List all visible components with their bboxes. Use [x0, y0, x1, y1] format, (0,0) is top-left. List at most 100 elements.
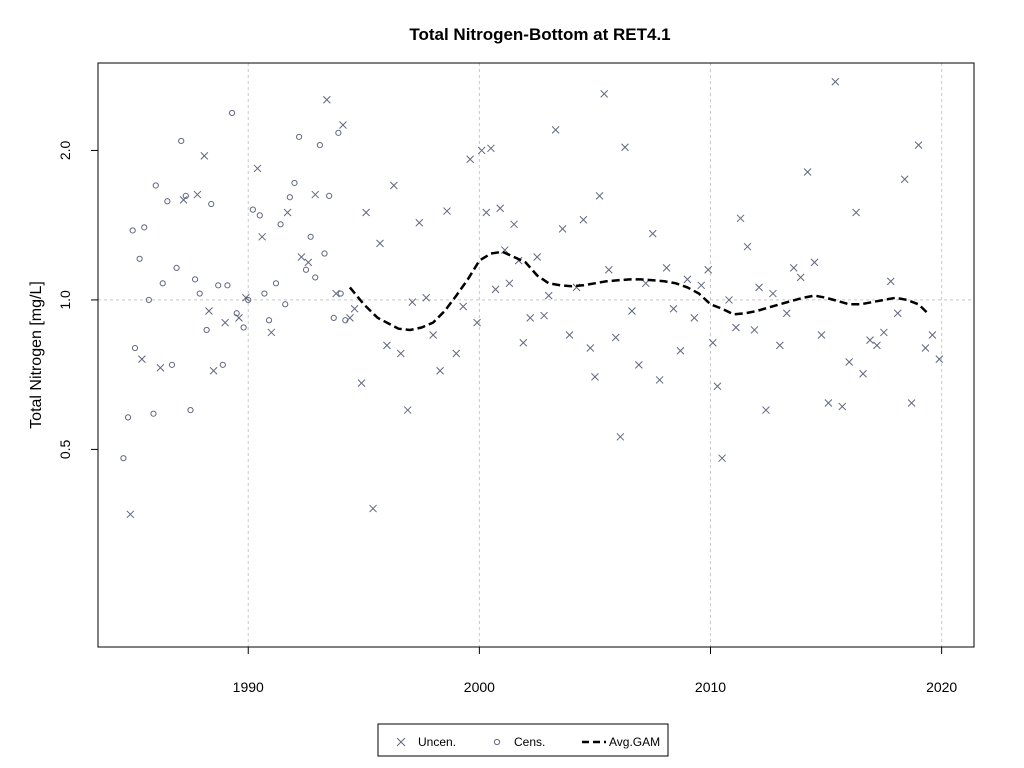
uncen-point — [376, 239, 384, 248]
uncen-point — [544, 291, 553, 300]
uncen-point — [762, 406, 770, 414]
uncen-point — [628, 307, 636, 315]
cens-point — [208, 200, 215, 208]
uncen-point — [750, 326, 759, 334]
uncen-point — [415, 218, 424, 227]
uncen-point — [205, 307, 213, 315]
cens-point — [196, 290, 203, 297]
x-tick-label: 2000 — [464, 679, 495, 695]
cens-point — [265, 317, 273, 324]
uncen-point — [304, 258, 313, 267]
uncen-point — [591, 372, 599, 381]
uncen-point — [648, 229, 657, 238]
uncen-point — [297, 253, 306, 261]
cens-point — [326, 192, 333, 199]
cens-point — [136, 255, 143, 262]
y-axis-label: Total Nitrogen [mg/L] — [28, 281, 45, 429]
uncen-point — [491, 285, 500, 294]
chart-title: Total Nitrogen-Bottom at RET4.1 — [409, 25, 670, 44]
uncen-point — [880, 328, 888, 337]
legend-label-cens: Cens. — [514, 735, 545, 749]
uncen-point — [408, 298, 417, 306]
uncen-point — [713, 382, 722, 391]
uncen-point — [732, 323, 740, 332]
cens-point — [131, 344, 139, 352]
cens-point — [164, 198, 171, 205]
uncen-point — [350, 304, 359, 313]
uncen-point — [253, 164, 262, 173]
uncen-point — [782, 309, 791, 318]
uncen-point — [796, 273, 805, 282]
uncen-point — [510, 220, 518, 229]
legend-box — [377, 723, 669, 757]
cens-point — [307, 233, 314, 240]
y-tick-label: 2.0 — [57, 140, 73, 160]
uncen-point — [533, 253, 542, 261]
uncen-point — [736, 214, 745, 223]
uncen-point — [540, 311, 548, 320]
uncen-point — [429, 331, 437, 339]
uncen-point — [436, 366, 444, 375]
uncen-point — [831, 77, 840, 86]
cens-point — [203, 326, 210, 334]
cens-point — [168, 361, 176, 368]
uncen-point — [565, 331, 574, 339]
uncen-point — [886, 277, 895, 286]
uncen-point — [221, 318, 229, 327]
cens-point — [173, 264, 180, 272]
uncen-point — [600, 90, 609, 98]
cens-point — [152, 182, 159, 189]
cens-point — [249, 206, 256, 213]
uncen-point — [496, 204, 505, 213]
cens-point — [321, 250, 328, 257]
uncen-point — [859, 369, 867, 378]
axes: 1990 2000 2010 2020 0.5 1.0 2.0 — [57, 140, 957, 695]
uncen-point — [526, 314, 535, 322]
cens-point — [124, 414, 132, 421]
cens-point — [337, 290, 344, 297]
uncen-point — [690, 314, 699, 322]
uncen-point — [579, 215, 588, 224]
uncen-point — [928, 331, 937, 339]
uncen-point — [683, 275, 692, 284]
cens-point — [342, 317, 349, 324]
uncen-point — [505, 279, 514, 288]
cens-point — [302, 266, 310, 273]
uncen-point — [789, 264, 798, 272]
uncen-point — [519, 338, 528, 347]
legend-label-uncen: Uncen. — [418, 735, 456, 749]
cens-point — [240, 324, 247, 331]
uncen-point — [482, 208, 491, 217]
cens-point — [330, 314, 337, 322]
cens-point — [295, 133, 303, 140]
uncen-point — [635, 361, 643, 369]
uncen-point — [156, 363, 165, 372]
uncen-point — [708, 338, 717, 347]
uncen-point — [907, 399, 916, 407]
uncen-point — [669, 304, 678, 313]
uncen-point — [769, 289, 777, 298]
uncen-point — [558, 225, 567, 233]
uncen-point — [487, 144, 495, 153]
cens-point — [187, 406, 194, 414]
cens-point — [282, 301, 289, 308]
x-tick-label: 1990 — [233, 679, 264, 695]
uncen-point — [914, 141, 923, 149]
cens-point — [159, 280, 166, 287]
uncen-point — [838, 402, 847, 411]
uncen-point — [443, 207, 451, 215]
uncen-point — [611, 333, 620, 342]
cens-point — [129, 227, 136, 234]
uncen-point — [473, 318, 481, 327]
y-tick-label: 1.0 — [57, 290, 73, 310]
uncen-point — [755, 283, 763, 292]
gam-line — [348, 250, 929, 332]
cens-point — [291, 179, 298, 187]
uncen-point — [852, 208, 860, 217]
uncen-point — [466, 155, 474, 164]
cens-point — [228, 109, 236, 117]
uncen-point — [586, 344, 595, 352]
legend-label-gam: Avg.GAM — [609, 735, 660, 749]
uncen-point — [921, 344, 930, 352]
